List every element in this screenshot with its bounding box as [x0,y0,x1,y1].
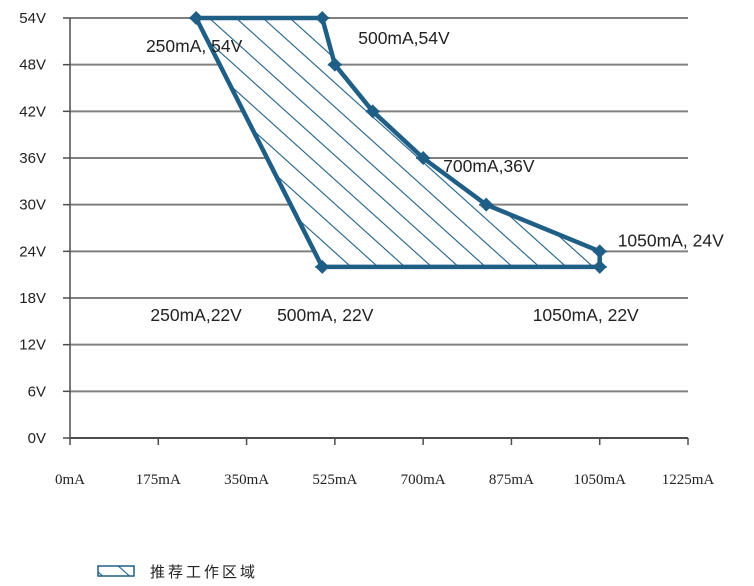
x-tick-labels: 0mA 175mA 350mA 525mA 700mA 875mA 1050mA 1225mA [55,472,714,488]
y-tick-label: 6V [28,383,46,400]
x-tick-label: 525mA [312,472,357,488]
y-tick-label: 0V [28,430,46,447]
operating-area [193,15,602,270]
data-label: 250mA,22V [150,305,242,325]
x-tick-label: 0mA [55,472,85,488]
legend-swatch [97,565,135,577]
y-tick-labels: 0V 6V 12V 18V 24V 30V 36V 42V 48V 54V [19,10,46,447]
data-markers [189,11,607,274]
axes [63,17,689,445]
x-tick-label: 875mA [489,472,534,488]
annotations: 250mA, 54V 500mA,54V 700mA,36V 1050mA, 24V 2… [146,28,724,325]
data-label: 700mA,36V [443,156,535,176]
y-tick-label: 12V [19,337,46,354]
operating-area-polygon [193,15,602,270]
data-label: 1050mA, 24V [618,230,724,250]
y-tick-label: 24V [19,243,46,260]
y-tick-label: 48V [19,57,46,74]
y-tick-label: 42V [19,103,46,120]
y-tick-label: 18V [19,290,46,307]
x-tick-label: 700mA [401,472,446,488]
data-label: 500mA, 22V [277,305,374,325]
x-tick-label: 1050mA [573,472,626,488]
data-label: 250mA, 54V [146,36,243,56]
x-tick-label: 1225mA [662,472,715,488]
y-tick-label: 54V [19,10,46,27]
data-label: 1050mA, 22V [533,305,639,325]
x-tick-label: 175mA [136,472,181,488]
legend: 推荐工作区域 [97,563,258,581]
y-tick-label: 30V [19,197,46,214]
data-label: 500mA,54V [358,28,450,48]
y-tick-label: 36V [19,150,46,167]
x-tick-label: 350mA [224,472,269,488]
legend-label: 推荐工作区域 [150,563,258,581]
